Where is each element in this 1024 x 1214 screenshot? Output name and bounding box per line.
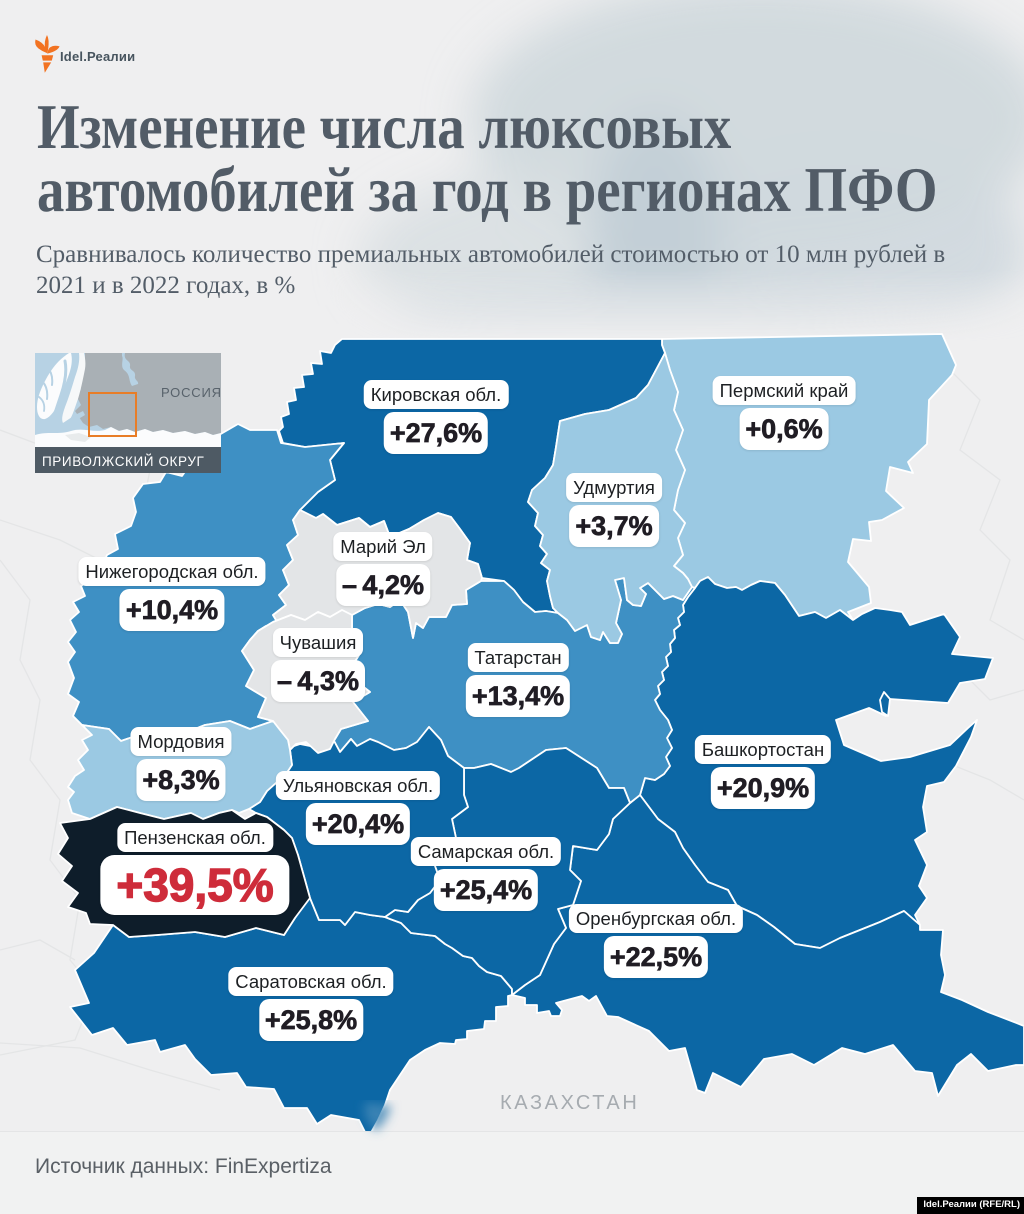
svg-text:ПРИВОЛЖСКИЙ ОКРУГ: ПРИВОЛЖСКИЙ ОКРУГ — [42, 454, 205, 469]
svg-text:РОССИЯ: РОССИЯ — [161, 385, 221, 400]
